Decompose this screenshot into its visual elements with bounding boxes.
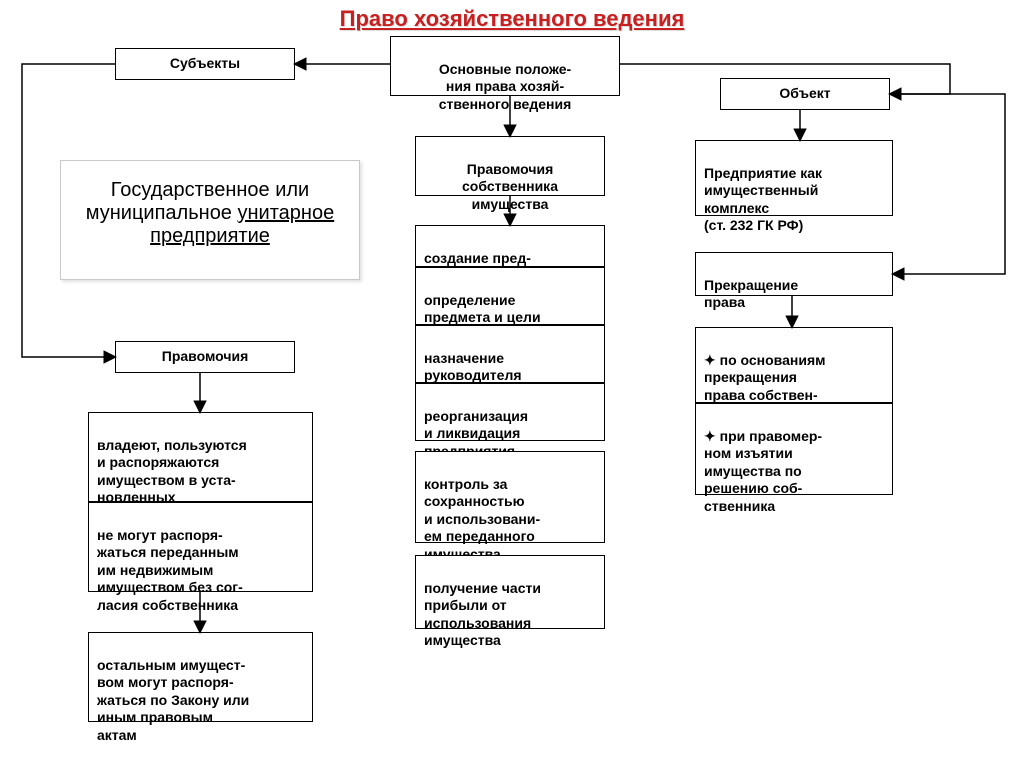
label: контроль за сохранностью и использовани-… bbox=[424, 476, 540, 562]
box-main: Основные положе- ния права хозяй- ственн… bbox=[390, 36, 620, 96]
owner-item-1: создание пред- приятия bbox=[415, 225, 605, 267]
label: Субъекты bbox=[170, 55, 240, 71]
label: не могут распоря- жаться переданным им н… bbox=[97, 527, 243, 613]
label: остальным имущест- вом могут распоря- жа… bbox=[97, 657, 249, 743]
box-powers: Правомочия bbox=[115, 341, 295, 373]
box-termination: Прекращение права bbox=[695, 252, 893, 296]
power-item-1: владеют, пользуются и распоряжаются имущ… bbox=[88, 412, 313, 502]
l2a: муниципальное bbox=[86, 202, 238, 224]
label: Предприятие как имущественный комплекс (… bbox=[704, 165, 822, 234]
owner-item-2: определение предмета и цели его деятельн… bbox=[415, 267, 605, 325]
label: ✦ при правомер- ном изъятии имущества по… bbox=[704, 428, 822, 514]
box-unitary-enterprise: Государственное или муниципальное унитар… bbox=[60, 160, 360, 280]
label: Объект bbox=[779, 85, 830, 101]
term-item-2: ✦ при правомер- ном изъятии имущества по… bbox=[695, 403, 893, 495]
owner-item-4: реорганизация и ликвидация предприятия bbox=[415, 383, 605, 441]
box-object: Объект bbox=[720, 78, 890, 110]
term-item-1: ✦ по основаниям прекращения права собств… bbox=[695, 327, 893, 403]
label: Правомочия собственника имущества bbox=[462, 161, 558, 212]
power-item-3: остальным имущест- вом могут распоря- жа… bbox=[88, 632, 313, 722]
line3: предприятие bbox=[71, 225, 349, 248]
owner-item-6: получение части прибыли от использования… bbox=[415, 555, 605, 629]
line1: Государственное или bbox=[71, 179, 349, 202]
page-title: Право хозяйственного ведения bbox=[0, 6, 1024, 32]
label: получение части прибыли от использования… bbox=[424, 580, 541, 649]
label: Основные положе- ния права хозяй- ственн… bbox=[439, 61, 572, 112]
box-owner-rights: Правомочия собственника имущества bbox=[415, 136, 605, 196]
owner-item-5: контроль за сохранностью и использовани-… bbox=[415, 451, 605, 543]
box-subjects: Субъекты bbox=[115, 48, 295, 80]
owner-item-3: назначение руководителя предприятия bbox=[415, 325, 605, 383]
label: Правомочия bbox=[162, 348, 248, 364]
l2b: унитарное bbox=[238, 202, 335, 224]
power-item-2: не могут распоря- жаться переданным им н… bbox=[88, 502, 313, 592]
box-enterprise-complex: Предприятие как имущественный комплекс (… bbox=[695, 140, 893, 216]
label: Прекращение права bbox=[704, 277, 798, 311]
line2: муниципальное унитарное bbox=[71, 202, 349, 225]
